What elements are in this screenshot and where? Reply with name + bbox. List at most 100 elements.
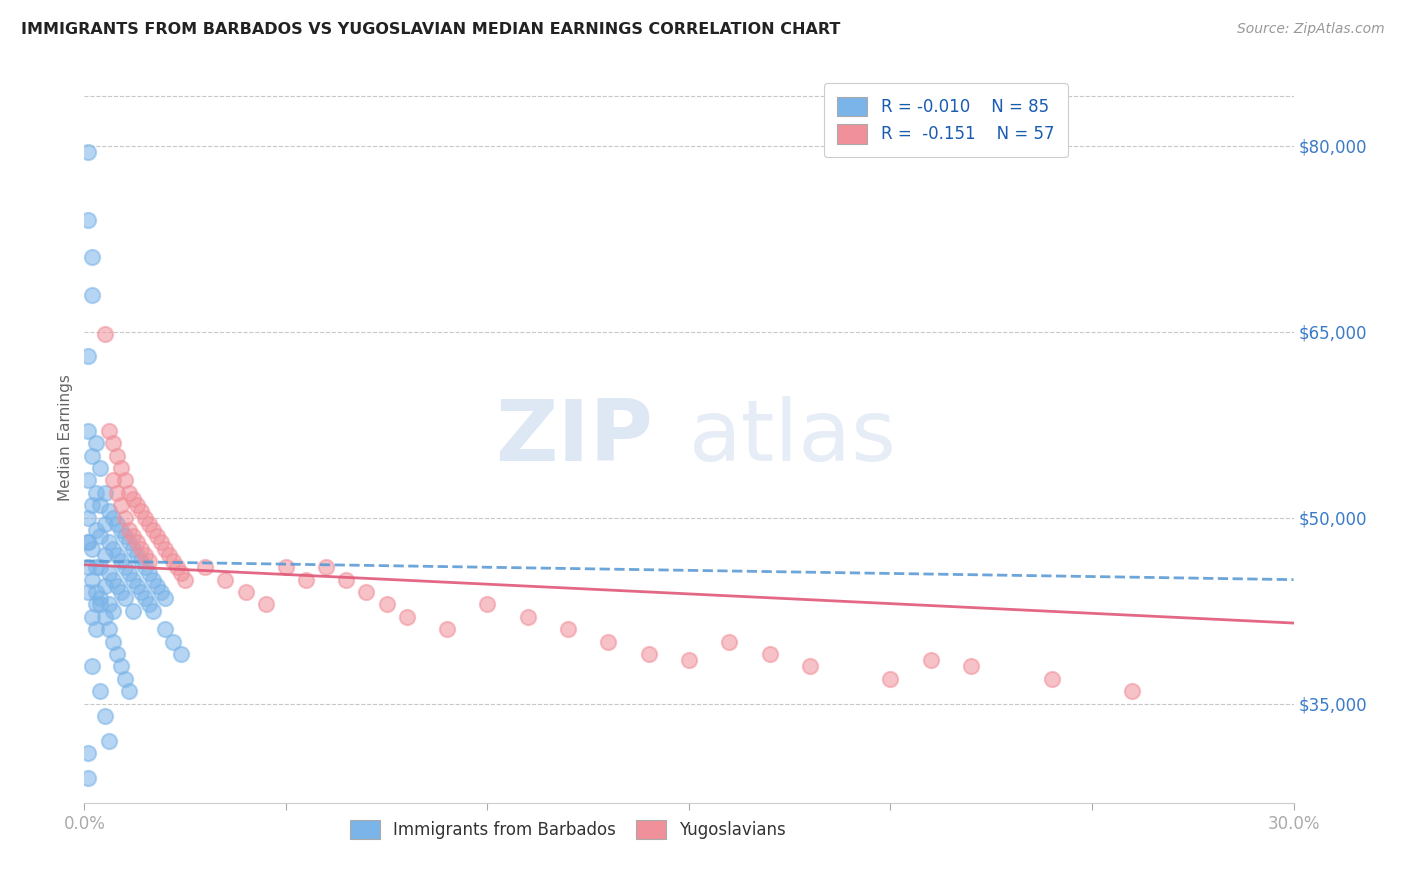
Point	[125, 579, 148, 593]
Point	[436, 622, 458, 636]
Point	[142, 523, 165, 537]
Point	[129, 504, 152, 518]
Point	[114, 474, 136, 488]
Point	[125, 535, 148, 549]
Point	[86, 436, 108, 450]
Text: atlas: atlas	[689, 395, 897, 479]
Point	[194, 560, 217, 574]
Point	[97, 598, 120, 612]
Point	[254, 598, 277, 612]
Point	[121, 529, 143, 543]
Point	[82, 250, 104, 264]
Point	[110, 585, 132, 599]
Point	[97, 734, 120, 748]
Point	[598, 634, 620, 648]
Point	[214, 573, 236, 587]
Point	[920, 653, 942, 667]
Point	[153, 591, 176, 606]
Point	[93, 548, 115, 562]
Point	[97, 566, 120, 581]
Point	[162, 554, 184, 568]
Point	[174, 573, 197, 587]
Point	[110, 523, 132, 537]
Point	[375, 598, 398, 612]
Point	[82, 573, 104, 587]
Point	[82, 287, 104, 301]
Point	[146, 579, 169, 593]
Point	[89, 598, 111, 612]
Point	[118, 535, 141, 549]
Y-axis label: Median Earnings: Median Earnings	[58, 374, 73, 500]
Point	[86, 560, 108, 574]
Point	[89, 498, 111, 512]
Point	[758, 647, 780, 661]
Point	[134, 560, 156, 574]
Point	[82, 449, 104, 463]
Point	[89, 461, 111, 475]
Point	[960, 659, 983, 673]
Point	[101, 510, 124, 524]
Point	[77, 350, 100, 364]
Point	[138, 566, 160, 581]
Point	[146, 529, 169, 543]
Point	[101, 573, 124, 587]
Point	[86, 585, 108, 599]
Point	[1121, 684, 1143, 698]
Point	[477, 598, 499, 612]
Point	[118, 486, 141, 500]
Point	[153, 541, 176, 556]
Point	[1040, 672, 1063, 686]
Point	[89, 684, 111, 698]
Point	[77, 213, 100, 227]
Point	[105, 449, 128, 463]
Point	[678, 653, 700, 667]
Point	[82, 659, 104, 673]
Point	[118, 566, 141, 581]
Point	[114, 529, 136, 543]
Point	[295, 573, 318, 587]
Point	[557, 622, 579, 636]
Point	[138, 598, 160, 612]
Point	[93, 579, 115, 593]
Point	[516, 610, 538, 624]
Point	[89, 591, 111, 606]
Point	[315, 560, 337, 574]
Point	[77, 771, 100, 785]
Point	[97, 424, 120, 438]
Point	[395, 610, 418, 624]
Point	[335, 573, 357, 587]
Point	[125, 498, 148, 512]
Point	[162, 634, 184, 648]
Point	[105, 548, 128, 562]
Point	[110, 461, 132, 475]
Point	[93, 709, 115, 723]
Point	[77, 585, 100, 599]
Point	[97, 622, 120, 636]
Point	[235, 585, 257, 599]
Point	[121, 604, 143, 618]
Point	[86, 523, 108, 537]
Point	[77, 474, 100, 488]
Point	[134, 510, 156, 524]
Point	[114, 560, 136, 574]
Point	[101, 541, 124, 556]
Point	[356, 585, 378, 599]
Point	[101, 436, 124, 450]
Point	[170, 647, 193, 661]
Point	[89, 529, 111, 543]
Point	[134, 548, 156, 562]
Point	[77, 560, 100, 574]
Point	[93, 610, 115, 624]
Point	[110, 659, 132, 673]
Point	[82, 498, 104, 512]
Point	[77, 535, 100, 549]
Point	[77, 535, 100, 549]
Point	[121, 491, 143, 506]
Point	[77, 424, 100, 438]
Point	[142, 573, 165, 587]
Point	[149, 535, 172, 549]
Point	[799, 659, 821, 673]
Point	[77, 510, 100, 524]
Point	[86, 622, 108, 636]
Point	[121, 541, 143, 556]
